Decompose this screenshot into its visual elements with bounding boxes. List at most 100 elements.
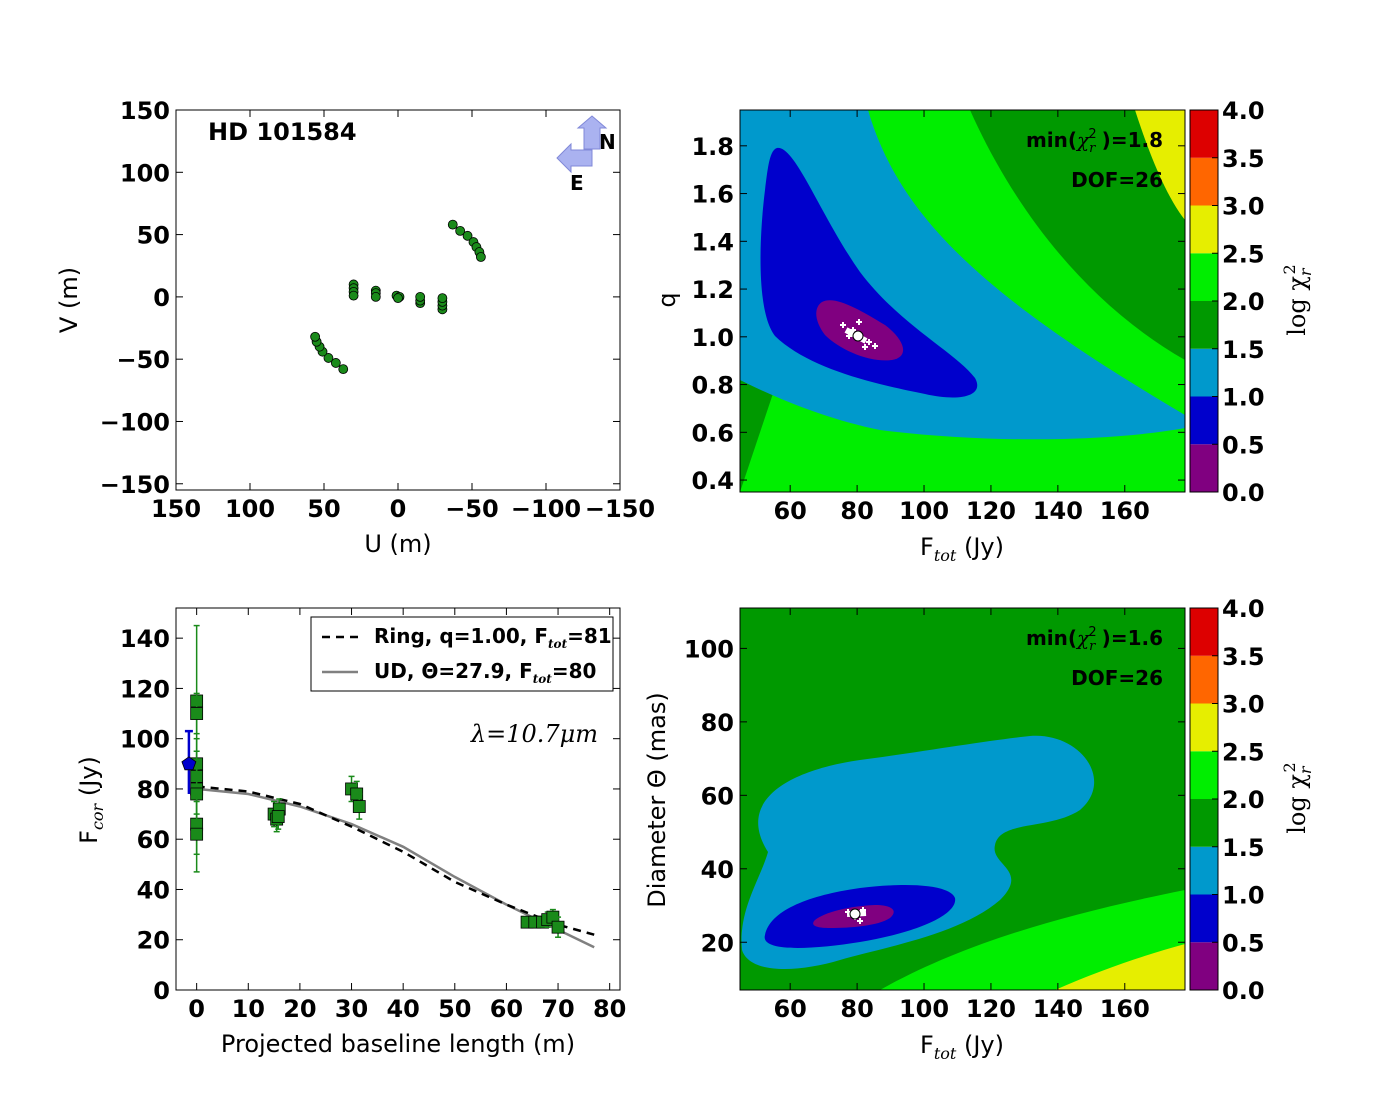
- ud-dof: DOF=26: [1071, 666, 1163, 690]
- colorbar-tick-label: 4.0: [1222, 97, 1265, 125]
- x-tick-label: 160: [1100, 497, 1150, 525]
- x-tick-label: 0: [390, 495, 407, 523]
- legend-box: [310, 616, 614, 692]
- x-tick-label: 40: [386, 995, 419, 1023]
- y-tick-label: 1.8: [691, 133, 734, 161]
- x-tick-label: 80: [840, 995, 873, 1023]
- colorbar-tick-label: 4.0: [1222, 595, 1265, 623]
- ring-axes-frame: [739, 109, 1186, 493]
- colorbar-level: [1190, 396, 1218, 445]
- colorbar-level: [1190, 348, 1218, 397]
- y-tick-label: 150: [120, 97, 170, 125]
- colorbar-tick-label: 1.5: [1222, 834, 1265, 862]
- y-tick-label: 60: [701, 782, 734, 810]
- colorbar-tick-label: 0.5: [1222, 431, 1265, 459]
- y-tick-label: 0.4: [691, 467, 734, 495]
- x-tick-label: 80: [840, 497, 873, 525]
- colorbar-top-label: log χr2: [1280, 264, 1315, 336]
- colorbar-level: [1190, 799, 1218, 847]
- ud-min-chi2: min(χr2)=1.6: [1026, 625, 1163, 654]
- colorbar-tick-label: 3.5: [1222, 145, 1265, 173]
- ring-min-chi2: min(χr2)=1.8: [1026, 127, 1163, 156]
- x-tick-label: 120: [966, 497, 1016, 525]
- x-tick-label: 100: [225, 495, 275, 523]
- ring-ticks: 60 80 100 120 140 160 0.4 0.6 0.8 1.0 1.2 1.4 1.6 1.8: [691, 110, 1185, 525]
- compass-north-label: N: [599, 130, 616, 154]
- flux-point: [190, 707, 204, 720]
- y-tick-label: 100: [120, 159, 170, 187]
- x-tick-label: 100: [899, 995, 949, 1023]
- flux-panel: 0 10 20 30 40 50 60 70 80 0 20 40 60 80 100 120 140 Ring…: [75, 607, 626, 1058]
- legend-ud-label: UD, Θ=27.9, Ftot=80: [374, 659, 596, 686]
- x-tick-label: 140: [1033, 497, 1083, 525]
- flux-point: [551, 920, 565, 934]
- colorbar-tick-label: 1.5: [1222, 336, 1265, 364]
- uv-point: [323, 353, 334, 363]
- ring-xlabel: Ftot (Jy): [920, 533, 1004, 565]
- ud-xlabel: Ftot (Jy): [920, 1031, 1004, 1063]
- x-tick-label: 120: [966, 995, 1016, 1023]
- colorbar-tick-label: 2.0: [1222, 288, 1265, 316]
- uv-panel: 150 100 50 0 −50 −100 −150150100500−50−100−150…: [55, 97, 655, 558]
- y-tick-label: −100: [100, 408, 170, 436]
- y-tick-label: 100: [120, 726, 170, 754]
- colorbar-level: [1190, 444, 1218, 492]
- x-tick-label: 60: [773, 995, 806, 1023]
- uv-title: HD 101584: [208, 118, 357, 146]
- y-tick-label: 1.2: [691, 276, 734, 304]
- colorbar-tick-label: 3.0: [1222, 691, 1265, 719]
- x-tick-label: 100: [899, 497, 949, 525]
- ud-ticks: 60 80 100 120 140 160 20 40 60 80 100: [684, 608, 1185, 1023]
- y-tick-label: 100: [684, 635, 734, 663]
- compass-east-label: E: [570, 171, 584, 195]
- colorbar-tick-label: 3.5: [1222, 643, 1265, 671]
- uv-point: [338, 364, 349, 375]
- flux-legend: Ring, q=1.00, Ftot=81 UD, Θ=27.9, Ftot=8…: [310, 616, 614, 692]
- colorbar-bottom: 0.0 0.5 1.0 1.5 2.0 2.5 3.0 3.5 4.0: [1189, 595, 1265, 1005]
- north-arrow-icon: [576, 115, 608, 150]
- colorbar-level: [1190, 301, 1218, 349]
- legend-ring-label: Ring, q=1.00, Ftot=81: [374, 624, 612, 651]
- x-tick-label: 70: [541, 995, 574, 1023]
- colorbar-tick-label: 1.0: [1222, 384, 1265, 412]
- y-tick-label: 140: [120, 625, 170, 653]
- colorbar-level: [1190, 751, 1218, 799]
- uv-points: [310, 219, 486, 375]
- y-tick-label: 1.0: [691, 324, 734, 352]
- uv-point: [370, 291, 381, 302]
- x-tick-label: 160: [1100, 995, 1150, 1023]
- east-arrow-icon: [556, 142, 593, 174]
- y-tick-label: 0: [153, 284, 170, 312]
- ud-ylabel: Diameter Θ (mas): [643, 692, 671, 908]
- uv-point: [437, 293, 448, 304]
- y-tick-label: 1.4: [691, 228, 734, 256]
- y-tick-label: 0.8: [691, 372, 734, 400]
- x-tick-label: 10: [232, 995, 265, 1023]
- uv-point: [415, 291, 426, 302]
- y-tick-label: −50: [116, 346, 170, 374]
- ring-contour-map: [740, 110, 1185, 492]
- y-tick-label: 1.6: [691, 181, 734, 209]
- flux-xlabel: Projected baseline length (m): [221, 1030, 575, 1058]
- x-tick-label: −150: [585, 495, 655, 523]
- colorbar-tick-label: 2.5: [1222, 240, 1265, 268]
- uv-point: [393, 293, 403, 304]
- x-tick-label: 20: [283, 995, 316, 1023]
- colorbar-level: [1190, 205, 1218, 254]
- y-tick-label: 50: [137, 222, 170, 250]
- x-tick-label: 140: [1033, 995, 1083, 1023]
- contour-level-2.5-3.0: [1135, 110, 1185, 220]
- flux-point: [190, 827, 204, 841]
- ring-chi2-panel: 60 80 100 120 140 160 0.4 0.6 0.8 1.0 1.2 1.4 1.6 1.8…: [653, 109, 1186, 565]
- x-tick-label: 60: [773, 497, 806, 525]
- y-tick-label: 20: [137, 927, 170, 955]
- y-tick-label: 0: [153, 977, 170, 1005]
- y-tick-label: 60: [137, 826, 170, 854]
- y-tick-label: 40: [137, 876, 170, 904]
- flux-ticks: 0 10 20 30 40 50 60 70 80 0 20 40 60 80 100 120 140: [120, 608, 626, 1023]
- wavelength-label: λ=10.7μm: [470, 720, 598, 748]
- y-tick-label: 120: [120, 675, 170, 703]
- flux-ylabel: Fcor (Jy): [75, 756, 107, 844]
- uv-ylabel: V (m): [55, 267, 83, 333]
